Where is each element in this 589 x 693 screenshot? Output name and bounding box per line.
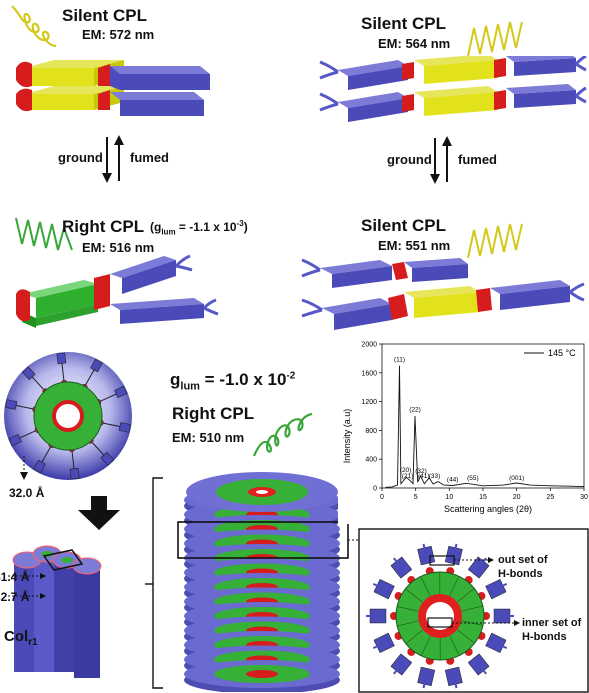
y-tick-label: 800: [365, 428, 377, 435]
dimension-32-0: 32.0 Å: [9, 486, 45, 500]
peak-label: (11): [394, 356, 405, 363]
inner-hbond-label-2: H-bonds: [522, 631, 567, 643]
right-fumed-label: fumed: [458, 152, 497, 167]
dimension-32-7: 32.7 Å: [0, 590, 30, 604]
peak-label: (22): [409, 407, 421, 414]
disc-wedge-end: [114, 385, 128, 399]
spiral-wave-yellow-icon: [11, 5, 57, 48]
phase-label: Colr1: [4, 628, 38, 648]
disc-wedge-end: [33, 459, 46, 474]
y-tick-label: 2000: [361, 342, 377, 349]
x-tick-label: 5: [414, 494, 418, 501]
disc-wedge-end: [100, 451, 114, 466]
peak-label: (20): [400, 467, 412, 474]
chart-legend: 145 °C: [548, 348, 576, 358]
xrd-chart: Intensity (a.u) Scattering angles (2θ) 1…: [338, 336, 589, 524]
top-right-em: EM: 564 nm: [378, 36, 451, 51]
dimension-51-4: 51.4 Å: [0, 570, 30, 584]
zigzag-wave-yellow-icon: [467, 21, 523, 57]
y-tick-label: 400: [365, 457, 377, 464]
x-tick-label: 15: [479, 494, 487, 501]
chart-ylabel: Intensity (a.u): [342, 409, 352, 464]
disc-wedge-end: [69, 467, 80, 480]
peak-label: (55): [467, 475, 479, 482]
mid-left-glum: (glum = -1.1 x 10-3): [150, 219, 248, 237]
series-line: [385, 365, 585, 488]
mid-left-em: EM: 516 nm: [82, 240, 155, 255]
disc-wedge-end: [5, 399, 18, 410]
disc-wedge-end: [118, 422, 131, 433]
ground-fumed-arrows-left: [102, 135, 124, 183]
x-tick-label: 20: [513, 494, 521, 501]
disc-wedge-end: [90, 358, 103, 373]
y-tick-label: 0: [373, 486, 377, 493]
molecule-dimer-mid-right: [301, 258, 585, 330]
left-ground-label: ground: [58, 150, 103, 165]
mid-left-title: Right CPL: [62, 217, 145, 236]
peak-label: (41): [418, 473, 430, 480]
bottom-glum: glum = -1.0 x 10-2: [170, 370, 296, 393]
mid-right-title: Silent CPL: [361, 216, 447, 235]
molecule-dimer-top-right: [319, 56, 587, 122]
left-fumed-label: fumed: [130, 150, 169, 165]
disc-wedge-end: [56, 352, 67, 365]
columnar-stack: [184, 472, 340, 692]
spiral-wave-green-icon: [252, 412, 313, 457]
ground-fumed-arrows-right: [430, 136, 452, 184]
bottom-title: Right CPL: [172, 404, 255, 423]
mid-right-em: EM: 551 nm: [378, 238, 451, 253]
y-tick-label: 1600: [361, 370, 377, 377]
x-tick-label: 25: [546, 494, 554, 501]
molecule-dimer-mid-left: [16, 254, 219, 328]
peak-label: (21): [402, 473, 414, 480]
columnar-disc-top-view: [4, 352, 132, 480]
x-tick-label: 10: [445, 494, 453, 501]
peak-label: (32): [415, 468, 427, 475]
x-tick-label: 0: [380, 494, 384, 501]
chart-xlabel: Scattering angles (2θ): [444, 504, 532, 514]
peak-label: (001): [509, 475, 524, 482]
bracket: [145, 477, 163, 689]
column-bundle-icon: [8, 545, 102, 678]
outer-hbond-label-1: out set of: [498, 554, 548, 566]
big-down-arrow-icon: [78, 496, 120, 530]
disc-wedge-end: [8, 433, 22, 447]
peak-label: (33): [429, 473, 441, 480]
hbond-inset: [358, 528, 589, 693]
top-left-title: Silent CPL: [62, 6, 148, 25]
top-left-em: EM: 572 nm: [82, 27, 155, 42]
inner-hbond-label-1: inner set of: [522, 617, 582, 629]
bottom-em: EM: 510 nm: [172, 430, 245, 445]
highlight-box: [177, 521, 362, 559]
disc-wedge-end: [22, 366, 36, 381]
top-right-title: Silent CPL: [361, 14, 447, 33]
molecule-dimer-top-left: [16, 60, 210, 116]
zigzag-wave-green-icon: [15, 217, 73, 251]
outer-hbond-label-2: H-bonds: [498, 568, 543, 580]
y-tick-label: 1200: [361, 399, 377, 406]
zigzag-wave-yellow-icon: [467, 223, 523, 259]
peak-label: (44): [447, 477, 459, 484]
x-tick-label: 30: [580, 494, 588, 501]
right-ground-label: ground: [387, 152, 432, 167]
